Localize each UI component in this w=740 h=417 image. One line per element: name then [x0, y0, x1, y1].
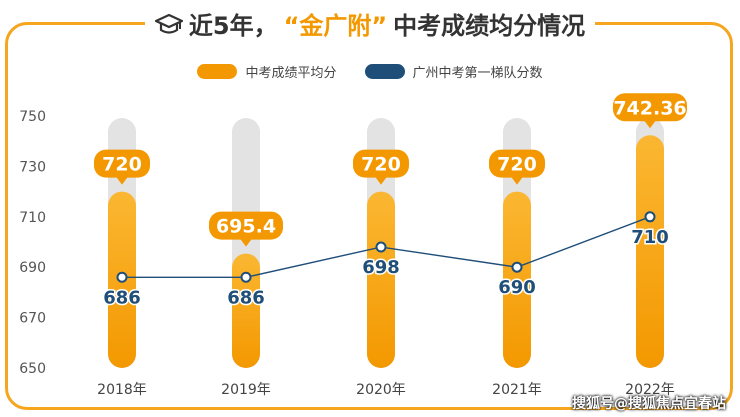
- y-tick-label: 710: [19, 210, 46, 226]
- tier-point: [375, 241, 387, 253]
- title-suffix: 中考成绩均分情况: [393, 12, 586, 40]
- tier-value-label: 698: [362, 257, 400, 278]
- y-tick-label: 670: [19, 311, 46, 327]
- x-category-label: 2022年: [625, 382, 675, 398]
- tier-value-label: 690: [498, 277, 536, 298]
- x-category-label: 2019年: [221, 382, 271, 398]
- legend-label-tier: 广州中考第一梯队分数: [412, 66, 543, 81]
- bubble-pointer: [644, 120, 656, 129]
- x-category-label: 2021年: [492, 382, 542, 398]
- title-prefix: 近5年，: [188, 12, 278, 40]
- legend-item-tier: 广州中考第一梯队分数: [364, 62, 543, 81]
- bubble-pointer: [375, 176, 387, 185]
- bar: [232, 253, 260, 368]
- bar-value-label: 720: [497, 154, 537, 176]
- tier-point: [511, 261, 523, 273]
- legend-item-average: 中考成绩平均分: [197, 62, 337, 81]
- bar-value-label: 720: [361, 154, 401, 176]
- bar: [367, 191, 395, 368]
- title-area: 近5年， “金广附” 中考成绩均分情况: [0, 6, 740, 41]
- y-tick-label: 690: [19, 260, 46, 276]
- x-category-label: 2020年: [356, 382, 406, 398]
- bubble-pointer: [240, 238, 252, 247]
- legend: 中考成绩平均分 广州中考第一梯队分数: [0, 62, 740, 81]
- bar-value-bubble: [209, 211, 283, 240]
- x-category-label: 2018年: [97, 382, 147, 398]
- tier-point: [240, 271, 252, 283]
- tier-value-label: 686: [103, 287, 141, 308]
- legend-label-average: 中考成绩平均分: [245, 66, 337, 81]
- bar: [636, 135, 664, 368]
- title-accent: “金广附”: [283, 12, 388, 40]
- bar-value-bubble: [94, 149, 150, 178]
- bar-value-label: 720: [102, 154, 142, 176]
- tier-value-label: 710: [631, 227, 669, 248]
- bar: [503, 191, 531, 368]
- bar-value-label: 695.4: [216, 216, 276, 238]
- legend-swatch-blue: [364, 64, 405, 79]
- y-tick-label: 730: [19, 159, 46, 175]
- bar-value-bubble: [489, 149, 545, 178]
- bubble-pointer: [511, 176, 523, 185]
- tier-value-label: 686: [227, 287, 265, 308]
- tier-point: [116, 271, 128, 283]
- y-tick-label: 750: [19, 109, 46, 125]
- watermark: 搜狐号@搜狐焦点宜春站: [572, 396, 726, 412]
- bar-value-label: 742.36: [613, 97, 686, 119]
- legend-swatch-orange: [197, 64, 238, 79]
- bar-value-bubble: [613, 93, 687, 122]
- chart-title: 近5年， “金广附” 中考成绩均分情况: [144, 6, 596, 41]
- tier-point: [644, 211, 656, 223]
- graduation-cap-icon: [154, 13, 183, 34]
- bar-value-bubble: [353, 149, 409, 178]
- bubble-pointer: [116, 176, 128, 185]
- y-tick-label: 650: [19, 361, 46, 377]
